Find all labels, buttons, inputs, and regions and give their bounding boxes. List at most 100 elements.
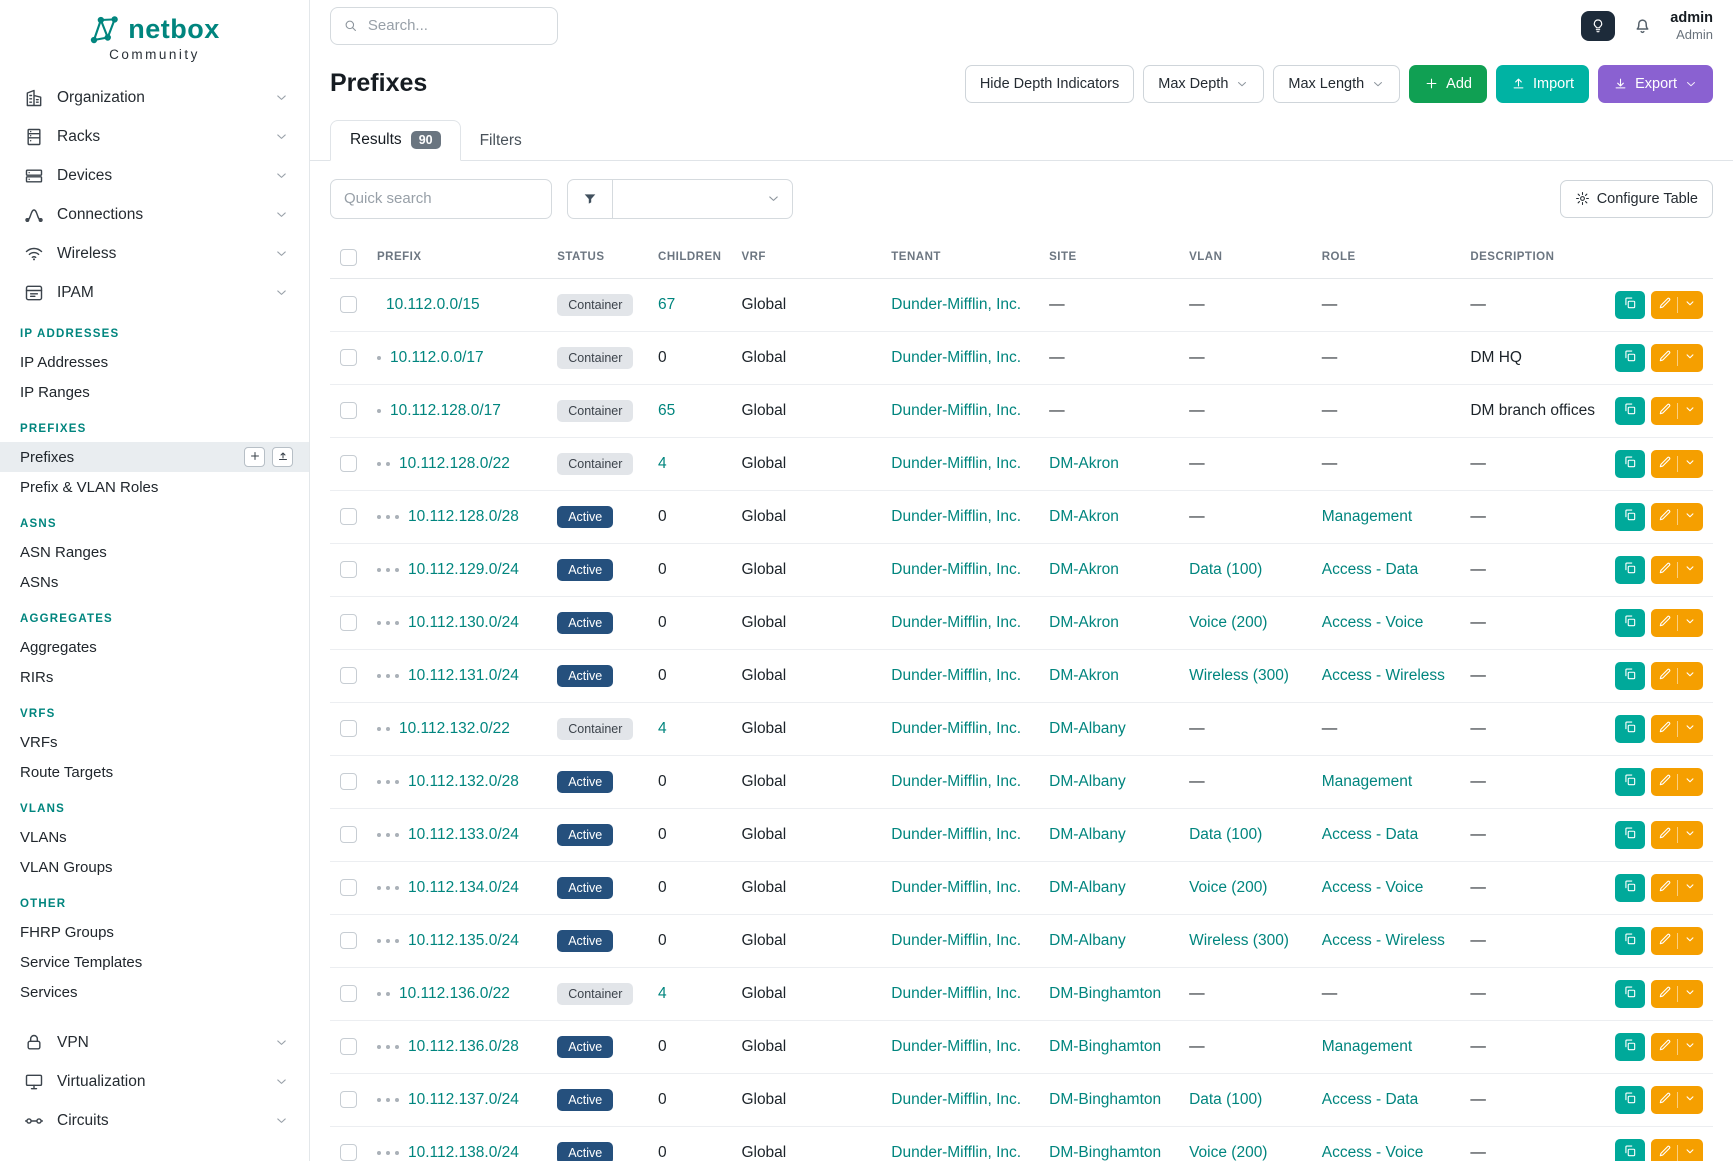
- row-checkbox[interactable]: [340, 561, 357, 579]
- column-header-status[interactable]: STATUS: [547, 236, 649, 279]
- vlan-link[interactable]: Data (100): [1189, 1090, 1263, 1108]
- edit-button[interactable]: [1651, 396, 1703, 425]
- export-button[interactable]: Export: [1598, 64, 1713, 103]
- copy-button[interactable]: [1615, 449, 1645, 478]
- sidebar-item-virtualization[interactable]: Virtualization: [0, 1062, 309, 1101]
- copy-button[interactable]: [1615, 555, 1645, 584]
- edit-button[interactable]: [1651, 1138, 1703, 1161]
- sidebar-item-vlans[interactable]: VLANs: [0, 822, 309, 852]
- sidebar-item-vlan-groups[interactable]: VLAN Groups: [0, 852, 309, 882]
- children-count-link[interactable]: 65: [658, 401, 676, 419]
- sidebar-item-circuits[interactable]: Circuits: [0, 1101, 309, 1140]
- copy-button[interactable]: [1615, 661, 1645, 690]
- tenant-link[interactable]: Dunder-Mifflin, Inc.: [891, 719, 1022, 737]
- role-link[interactable]: Access - Voice: [1321, 1143, 1424, 1161]
- prefix-link[interactable]: 10.112.0.0/17: [390, 348, 484, 366]
- vlan-link[interactable]: Wireless (300): [1189, 931, 1289, 949]
- tab-results[interactable]: Results 90: [330, 119, 461, 161]
- edit-button[interactable]: [1651, 661, 1703, 690]
- row-checkbox[interactable]: [340, 879, 357, 897]
- row-checkbox[interactable]: [340, 720, 357, 738]
- sidebar-item-ip-addresses[interactable]: IP Addresses: [0, 347, 309, 377]
- prefix-link[interactable]: 10.112.133.0/24: [408, 825, 519, 843]
- prefix-link[interactable]: 10.112.128.0/28: [408, 507, 519, 525]
- vlan-link[interactable]: Wireless (300): [1189, 666, 1289, 684]
- sidebar-item-services[interactable]: Services: [0, 977, 309, 1007]
- children-count-link[interactable]: 4: [658, 454, 667, 472]
- add-button[interactable]: Add: [1409, 64, 1487, 103]
- site-link[interactable]: DM-Akron: [1049, 454, 1119, 472]
- edit-button[interactable]: [1651, 343, 1703, 372]
- prefix-link[interactable]: 10.112.138.0/24: [408, 1143, 519, 1161]
- row-checkbox[interactable]: [340, 826, 357, 844]
- global-search[interactable]: [330, 6, 558, 45]
- column-header-vlan[interactable]: VLAN: [1179, 236, 1312, 279]
- edit-button[interactable]: [1651, 449, 1703, 478]
- notifications-bell-icon[interactable]: [1632, 15, 1653, 36]
- copy-button[interactable]: [1615, 820, 1645, 849]
- tenant-link[interactable]: Dunder-Mifflin, Inc.: [891, 1143, 1022, 1161]
- role-link[interactable]: Access - Voice: [1321, 613, 1424, 631]
- site-link[interactable]: DM-Akron: [1049, 613, 1119, 631]
- prefix-link[interactable]: 10.112.136.0/22: [399, 984, 510, 1002]
- edit-button[interactable]: [1651, 926, 1703, 955]
- children-count-link[interactable]: 4: [658, 719, 667, 737]
- site-link[interactable]: DM-Albany: [1049, 878, 1126, 896]
- sidebar-item-service-templates[interactable]: Service Templates: [0, 947, 309, 977]
- column-header-site[interactable]: SITE: [1039, 236, 1180, 279]
- sidebar-item-aggregates[interactable]: Aggregates: [0, 632, 309, 662]
- role-link[interactable]: Access - Wireless: [1321, 931, 1445, 949]
- copy-button[interactable]: [1615, 979, 1645, 1008]
- column-header-role[interactable]: ROLE: [1311, 236, 1461, 279]
- tenant-link[interactable]: Dunder-Mifflin, Inc.: [891, 454, 1022, 472]
- site-link[interactable]: DM-Binghamton: [1049, 984, 1162, 1002]
- sidebar-item-wireless[interactable]: Wireless: [0, 234, 309, 273]
- edit-button[interactable]: [1651, 608, 1703, 637]
- role-link[interactable]: Access - Data: [1321, 825, 1419, 843]
- prefix-link[interactable]: 10.112.131.0/24: [408, 666, 519, 684]
- children-count-link[interactable]: 67: [658, 295, 676, 313]
- copy-button[interactable]: [1615, 396, 1645, 425]
- hide-depth-indicators-button[interactable]: Hide Depth Indicators: [964, 64, 1135, 103]
- row-checkbox[interactable]: [340, 667, 357, 685]
- tenant-link[interactable]: Dunder-Mifflin, Inc.: [891, 295, 1022, 313]
- role-link[interactable]: Access - Data: [1321, 1090, 1419, 1108]
- role-link[interactable]: Access - Data: [1321, 560, 1419, 578]
- row-checkbox[interactable]: [340, 296, 357, 314]
- tenant-link[interactable]: Dunder-Mifflin, Inc.: [891, 772, 1022, 790]
- tenant-link[interactable]: Dunder-Mifflin, Inc.: [891, 1090, 1022, 1108]
- row-checkbox[interactable]: [340, 508, 357, 526]
- sidebar-item-racks[interactable]: Racks: [0, 117, 309, 156]
- sidebar-item-prefix-vlan-roles[interactable]: Prefix & VLAN Roles: [0, 472, 309, 502]
- edit-button[interactable]: [1651, 767, 1703, 796]
- filter-button[interactable]: [567, 178, 613, 219]
- site-link[interactable]: DM-Binghamton: [1049, 1037, 1162, 1055]
- edit-button[interactable]: [1651, 820, 1703, 849]
- row-checkbox[interactable]: [340, 1038, 357, 1056]
- tenant-link[interactable]: Dunder-Mifflin, Inc.: [891, 878, 1022, 896]
- copy-button[interactable]: [1615, 873, 1645, 902]
- edit-button[interactable]: [1651, 1032, 1703, 1061]
- sidebar-item-fhrp-groups[interactable]: FHRP Groups: [0, 917, 309, 947]
- tenant-link[interactable]: Dunder-Mifflin, Inc.: [891, 984, 1022, 1002]
- sidebar-item-devices[interactable]: Devices: [0, 156, 309, 195]
- sidebar-item-asns[interactable]: ASNs: [0, 567, 309, 597]
- prefix-link[interactable]: 10.112.0.0/15: [386, 295, 480, 313]
- site-link[interactable]: DM-Albany: [1049, 719, 1126, 737]
- copy-button[interactable]: [1615, 343, 1645, 372]
- vlan-link[interactable]: Voice (200): [1189, 878, 1268, 896]
- tenant-link[interactable]: Dunder-Mifflin, Inc.: [891, 560, 1022, 578]
- role-link[interactable]: Management: [1321, 772, 1413, 790]
- prefix-link[interactable]: 10.112.128.0/22: [399, 454, 510, 472]
- copy-button[interactable]: [1615, 608, 1645, 637]
- sidebar-item-route-targets[interactable]: Route Targets: [0, 757, 309, 787]
- copy-button[interactable]: [1615, 1138, 1645, 1161]
- copy-button[interactable]: [1615, 926, 1645, 955]
- prefix-link[interactable]: 10.112.132.0/22: [399, 719, 510, 737]
- user-menu[interactable]: admin Admin: [1670, 9, 1713, 43]
- prefix-link[interactable]: 10.112.129.0/24: [408, 560, 519, 578]
- edit-button[interactable]: [1651, 555, 1703, 584]
- max-depth-dropdown[interactable]: Max Depth: [1143, 64, 1265, 103]
- site-link[interactable]: DM-Albany: [1049, 825, 1126, 843]
- quick-search-input[interactable]: [330, 178, 552, 219]
